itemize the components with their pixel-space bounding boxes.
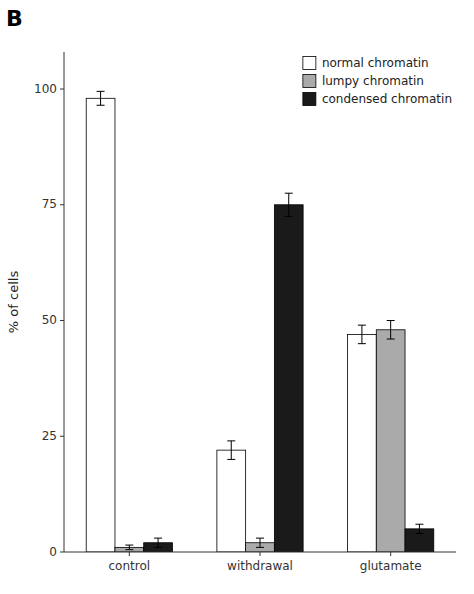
- y-tick-label: 100: [34, 82, 57, 96]
- plot-area: [86, 91, 434, 552]
- x-tick-label: withdrawal: [227, 559, 293, 573]
- y-tick: [60, 320, 64, 321]
- y-tick-label: 25: [42, 429, 57, 443]
- y-tick: [60, 89, 64, 90]
- x-tick: [390, 552, 391, 556]
- legend-label: condensed chromatin: [322, 92, 452, 106]
- bar: [348, 334, 377, 552]
- x-tick: [129, 552, 130, 556]
- error-bar: [387, 321, 395, 340]
- y-axis-label: % of cells: [6, 271, 21, 334]
- bar: [217, 450, 246, 552]
- y-tick: [60, 204, 64, 205]
- y-axis: [64, 52, 65, 552]
- y-tick-label: 0: [49, 545, 57, 559]
- legend-swatch: [303, 57, 316, 70]
- x-tick: [260, 552, 261, 556]
- legend-swatch: [303, 93, 316, 106]
- error-bar: [285, 193, 293, 216]
- y-tick-label: 50: [42, 313, 57, 327]
- y-tick: [60, 436, 64, 437]
- error-bar: [256, 538, 264, 547]
- x-tick-label: control: [109, 559, 151, 573]
- legend-label: normal chromatin: [322, 56, 429, 70]
- error-bar: [97, 91, 105, 105]
- error-bar: [154, 538, 162, 547]
- legend-label: lumpy chromatin: [322, 74, 424, 88]
- chart: 0 25 50 75 100 control withdrawal glutamate % of…: [0, 0, 474, 594]
- panel-label: B: [6, 6, 23, 31]
- bar: [376, 330, 405, 552]
- bar: [86, 98, 115, 552]
- error-bar: [415, 524, 423, 533]
- legend-swatch: [303, 75, 316, 88]
- legend: normal chromatin lumpy chromatin condensed…: [303, 56, 452, 106]
- error-bar: [125, 545, 133, 550]
- x-tick-label: glutamate: [360, 559, 422, 573]
- error-bar: [358, 325, 366, 344]
- y-tick-label: 75: [42, 197, 57, 211]
- y-tick: [60, 552, 64, 553]
- bar: [274, 205, 303, 552]
- error-bar: [227, 441, 235, 460]
